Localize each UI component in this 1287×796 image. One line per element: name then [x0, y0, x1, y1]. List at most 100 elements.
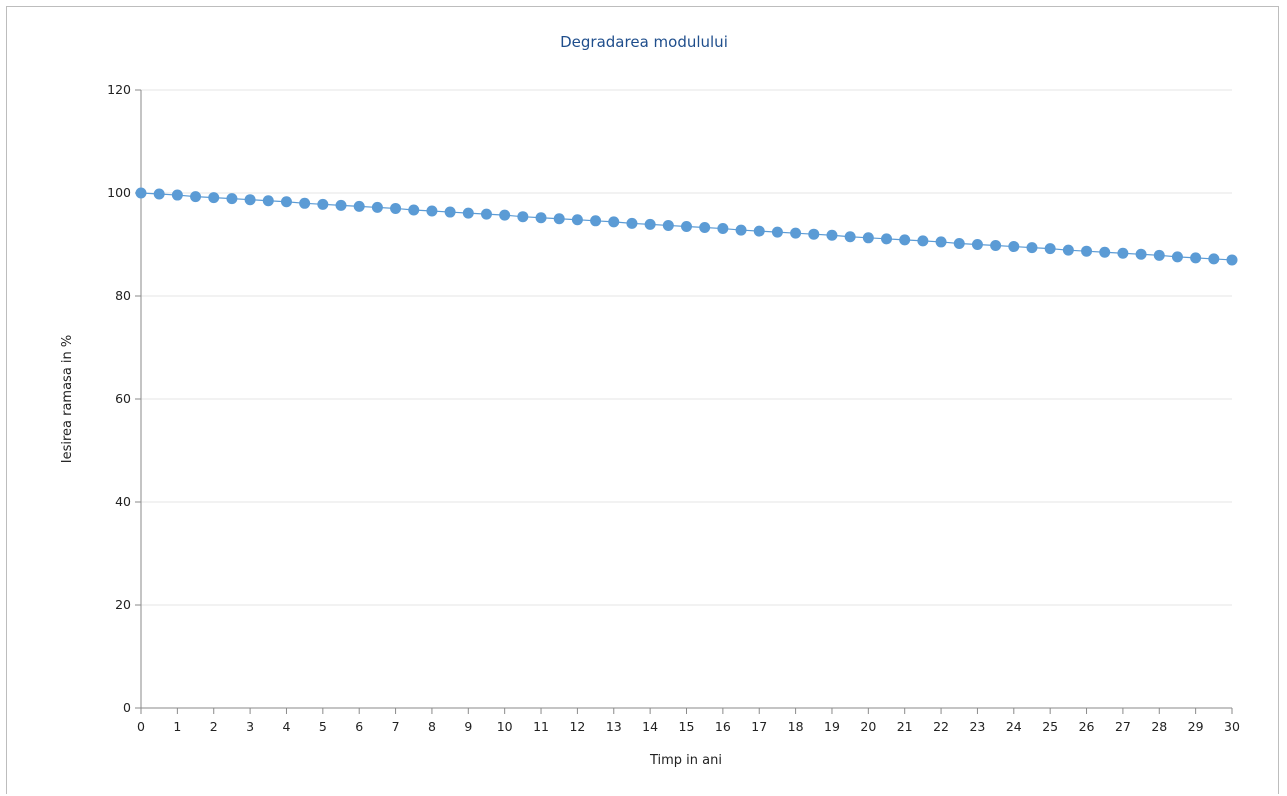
data-point	[444, 206, 456, 218]
y-axis-label: Iesirea ramasa in %	[60, 335, 75, 464]
data-point	[1208, 253, 1220, 265]
x-tick-label: 29	[1188, 719, 1204, 734]
x-tick-label: 8	[428, 719, 436, 734]
x-tick-label: 25	[1042, 719, 1058, 734]
data-point	[426, 205, 438, 217]
x-tick-label: 6	[355, 719, 363, 734]
x-tick-label: 13	[606, 719, 622, 734]
x-tick-label: 10	[497, 719, 513, 734]
data-point	[517, 211, 529, 223]
data-point	[1153, 249, 1165, 261]
y-axis-ticks: 0 20 40 60 80 100 120	[107, 82, 141, 715]
x-axis-ticks: 0 1 2 3 4 5 6 7 8 9 10 11 12 13 14 15 16 17 18 19 20 21 22 23 24…	[137, 708, 1240, 734]
data-point	[371, 201, 383, 213]
data-point	[590, 215, 602, 227]
grid-lines	[141, 89, 1232, 606]
data-point	[226, 193, 238, 205]
x-tick-label: 21	[897, 719, 913, 734]
x-tick-label: 22	[933, 719, 949, 734]
data-point	[299, 197, 311, 209]
data-point	[262, 195, 274, 207]
chart-title: Degradarea modulului	[560, 33, 728, 51]
data-point	[353, 200, 365, 212]
data-point	[899, 234, 911, 246]
data-point	[553, 213, 565, 225]
data-point	[735, 224, 747, 236]
data-point	[644, 218, 656, 230]
x-tick-label: 7	[392, 719, 400, 734]
x-tick-label: 15	[679, 719, 695, 734]
data-point	[208, 192, 220, 204]
series-group	[135, 187, 1238, 266]
x-tick-label: 16	[715, 719, 731, 734]
data-point	[753, 225, 765, 237]
x-tick-label: 19	[824, 719, 840, 734]
data-point	[626, 217, 638, 229]
data-point	[771, 226, 783, 238]
data-point	[826, 229, 838, 241]
data-point	[335, 199, 347, 211]
x-tick-label: 30	[1224, 719, 1240, 734]
x-axis-label: Timp in ani	[649, 753, 722, 768]
data-point	[317, 198, 329, 210]
data-point	[662, 219, 674, 231]
data-point	[990, 240, 1002, 252]
x-tick-label: 14	[642, 719, 658, 734]
data-point	[480, 208, 492, 220]
data-point	[1062, 244, 1074, 256]
x-tick-label: 0	[137, 719, 145, 734]
data-point	[608, 216, 620, 228]
x-tick-label: 20	[860, 719, 876, 734]
data-point	[462, 207, 474, 219]
y-tick-label: 20	[115, 597, 131, 612]
x-tick-label: 26	[1079, 719, 1095, 734]
y-tick-label: 120	[107, 82, 131, 97]
x-tick-label: 2	[210, 719, 218, 734]
data-point	[190, 191, 202, 203]
y-tick-label: 60	[115, 391, 131, 406]
data-point	[935, 236, 947, 248]
chart-frame	[6, 6, 1279, 794]
x-tick-label: 28	[1151, 719, 1167, 734]
data-point	[1081, 245, 1093, 257]
data-point	[153, 188, 165, 200]
data-point	[171, 189, 183, 201]
data-point	[1135, 248, 1147, 260]
data-point	[280, 196, 292, 208]
data-point	[390, 202, 402, 214]
data-point	[1226, 254, 1238, 266]
data-point	[135, 187, 147, 199]
x-tick-label: 12	[569, 719, 585, 734]
y-tick-label: 80	[115, 288, 131, 303]
data-point	[1117, 247, 1129, 259]
data-point	[1171, 251, 1183, 263]
data-point	[717, 223, 729, 235]
data-point	[881, 233, 893, 245]
data-point	[971, 239, 983, 250]
data-point	[1099, 246, 1111, 258]
data-point	[571, 214, 583, 226]
data-point	[1044, 243, 1056, 255]
data-point	[408, 204, 420, 216]
x-tick-label: 27	[1115, 719, 1131, 734]
x-tick-label: 18	[788, 719, 804, 734]
x-tick-label: 5	[319, 719, 327, 734]
data-point	[681, 220, 692, 232]
x-tick-label: 23	[969, 719, 985, 734]
y-tick-label: 100	[107, 185, 131, 200]
x-tick-label: 17	[751, 719, 767, 734]
x-tick-label: 1	[173, 719, 181, 734]
y-tick-label: 0	[123, 700, 131, 715]
x-tick-label: 9	[464, 719, 472, 734]
data-point	[1008, 241, 1020, 253]
data-point	[1026, 242, 1038, 254]
x-tick-label: 4	[282, 719, 290, 734]
data-point	[499, 209, 511, 221]
y-tick-label: 40	[115, 494, 131, 509]
data-point	[535, 212, 547, 224]
data-point	[808, 228, 820, 240]
x-tick-label: 24	[1006, 719, 1022, 734]
data-point	[699, 222, 711, 234]
data-point	[953, 237, 965, 249]
